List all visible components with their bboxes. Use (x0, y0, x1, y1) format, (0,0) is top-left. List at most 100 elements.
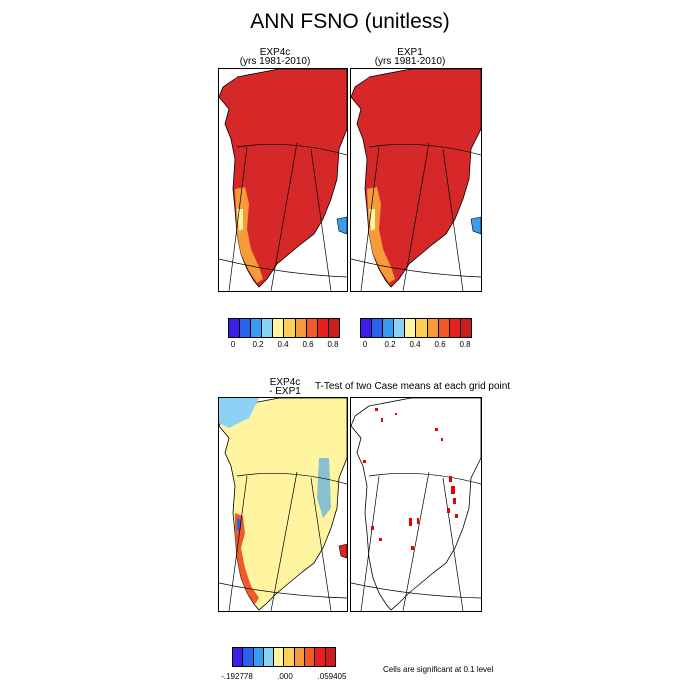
panel-title-ttest: T-Test of two Case means at each grid po… (315, 381, 511, 392)
greenland-shape (219, 398, 347, 611)
colorbar-exp1-swatch (416, 319, 428, 337)
colorbar-exp4c-swatch (229, 319, 241, 337)
colorbar-exp4c (228, 318, 340, 338)
east-anomaly (317, 458, 331, 518)
colorbar-exp4c-swatch (328, 319, 339, 337)
map-difference (218, 397, 348, 612)
colorbar-exp1-swatch (405, 319, 417, 337)
colorbar-exp4c-swatch (295, 319, 307, 337)
map-ttest (350, 397, 482, 612)
colorbar-exp4c-swatch (317, 319, 329, 337)
north-anomaly (219, 398, 259, 428)
map-exp1-svg (351, 69, 481, 291)
colorbar-exp1 (360, 318, 472, 338)
latitude-line (236, 144, 347, 156)
meridian-2 (402, 142, 430, 291)
significant-cells (363, 408, 458, 550)
colorbar-exp4c-tick-label: 0.2 (252, 340, 264, 349)
meridian-2 (270, 471, 298, 611)
colorbar-exp4c-swatch (273, 319, 285, 337)
meridian-1 (360, 475, 380, 611)
colorbar-exp4c-tick-label: 0 (230, 340, 236, 349)
colorbar-difference-swatch (243, 648, 254, 666)
map-difference-svg (219, 398, 347, 611)
island (470, 216, 481, 235)
tick-min-prefix: - (221, 672, 224, 681)
colorbar-exp1-tick-label: 0.8 (459, 340, 471, 349)
meridian-1 (228, 475, 248, 611)
panel-title-exp4c-name: EXP4c (259, 47, 291, 58)
colorbar-difference-swatch (274, 648, 285, 666)
colorbar-exp1-tick-label: 0.6 (434, 340, 446, 349)
latitude-line (368, 144, 481, 156)
latitude-line-2 (351, 258, 481, 278)
north-patch (219, 69, 237, 89)
colorbar-exp1-swatch (438, 319, 450, 337)
west-anomaly (235, 513, 259, 604)
island (336, 216, 347, 235)
colorbar-exp1-swatch (449, 319, 461, 337)
colorbar-difference-swatch (253, 648, 264, 666)
colorbar-exp4c-tick-label: 0.6 (302, 340, 314, 349)
colorbar-exp1-swatch (460, 319, 471, 337)
colorbar-exp4c-swatch (240, 319, 252, 337)
colorbar-difference-swatch (233, 648, 244, 666)
panel-title-diff-line1: EXP4c (269, 377, 301, 388)
colorbar-exp1-swatch (361, 319, 373, 337)
colorbar-difference-tick-max: .059405 (317, 672, 347, 681)
latitude-line (236, 473, 347, 485)
colorbar-difference-swatch (325, 648, 335, 666)
colorbar-difference-swatch (315, 648, 326, 666)
colorbar-difference (232, 647, 336, 667)
colorbar-exp1-swatch (427, 319, 439, 337)
colorbar-exp4c-swatch (284, 319, 296, 337)
map-exp4c (218, 68, 348, 292)
colorbar-difference-tick-min: -.192778 (217, 672, 257, 681)
colorbar-exp1-tick-label: 0 (362, 340, 368, 349)
panel-title-exp1-years: (yrs 1981-2010) (374, 56, 446, 67)
colorbar-exp4c-swatch (251, 319, 263, 337)
colorbar-difference-swatch (263, 648, 275, 666)
panel-title-diff-line2: - EXP1 (269, 386, 301, 397)
north-patch (351, 69, 369, 89)
colorbar-exp1-swatch (372, 319, 384, 337)
greenland-outline (351, 398, 481, 611)
colorbar-exp4c-ticks: 0 0.2 0.4 0.6 0.8 (228, 340, 339, 352)
colorbar-difference-tick-zero: .000 (277, 672, 293, 681)
colorbar-difference-swatch (294, 648, 306, 666)
map-exp1 (350, 68, 482, 292)
colorbar-exp4c-swatch (262, 319, 274, 337)
colorbar-exp1-tick-label: 0.4 (409, 340, 421, 349)
colorbar-exp1-tick-label: 0.2 (384, 340, 396, 349)
meridian-2 (270, 142, 298, 291)
map-exp4c-svg (219, 69, 347, 291)
colorbar-difference-swatch (284, 648, 295, 666)
significance-note: Cells are significant at 0.1 level (383, 665, 494, 674)
island (338, 543, 347, 559)
colorbar-exp1-swatch (383, 319, 395, 337)
colorbar-exp4c-tick-label: 0.8 (327, 340, 339, 349)
meridian-2 (402, 471, 430, 611)
panel-title-exp1: EXP1 (yrs 1981-2010) (365, 47, 455, 67)
colorbar-exp1-ticks: 0 0.2 0.4 0.6 0.8 (360, 340, 471, 352)
panel-title-exp1-name: EXP1 (397, 47, 423, 58)
meridian-3 (310, 148, 332, 291)
meridian-3 (442, 148, 464, 291)
figure-title: ANN FSNO (unitless) (250, 10, 450, 33)
meridian-1 (360, 146, 380, 291)
panel-title-exp4c-years: (yrs 1981-2010) (239, 56, 311, 67)
tick-min-value: .192778 (223, 672, 253, 681)
meridian-1 (228, 146, 248, 291)
panel-title-diff: EXP4c - EXP1 (245, 377, 325, 397)
greenland-shape (351, 69, 481, 288)
colorbar-difference-swatch (305, 648, 316, 666)
latitude-line (368, 473, 481, 485)
meridian-3 (442, 477, 464, 611)
meridian-3 (310, 477, 332, 611)
colorbar-exp4c-swatch (306, 319, 318, 337)
map-ttest-svg (351, 398, 481, 611)
greenland-shape (219, 69, 347, 288)
panel-title-exp4c: EXP4c (yrs 1981-2010) (230, 47, 320, 67)
colorbar-exp4c-tick-label: 0.4 (277, 340, 289, 349)
colorbar-exp1-swatch (394, 319, 406, 337)
